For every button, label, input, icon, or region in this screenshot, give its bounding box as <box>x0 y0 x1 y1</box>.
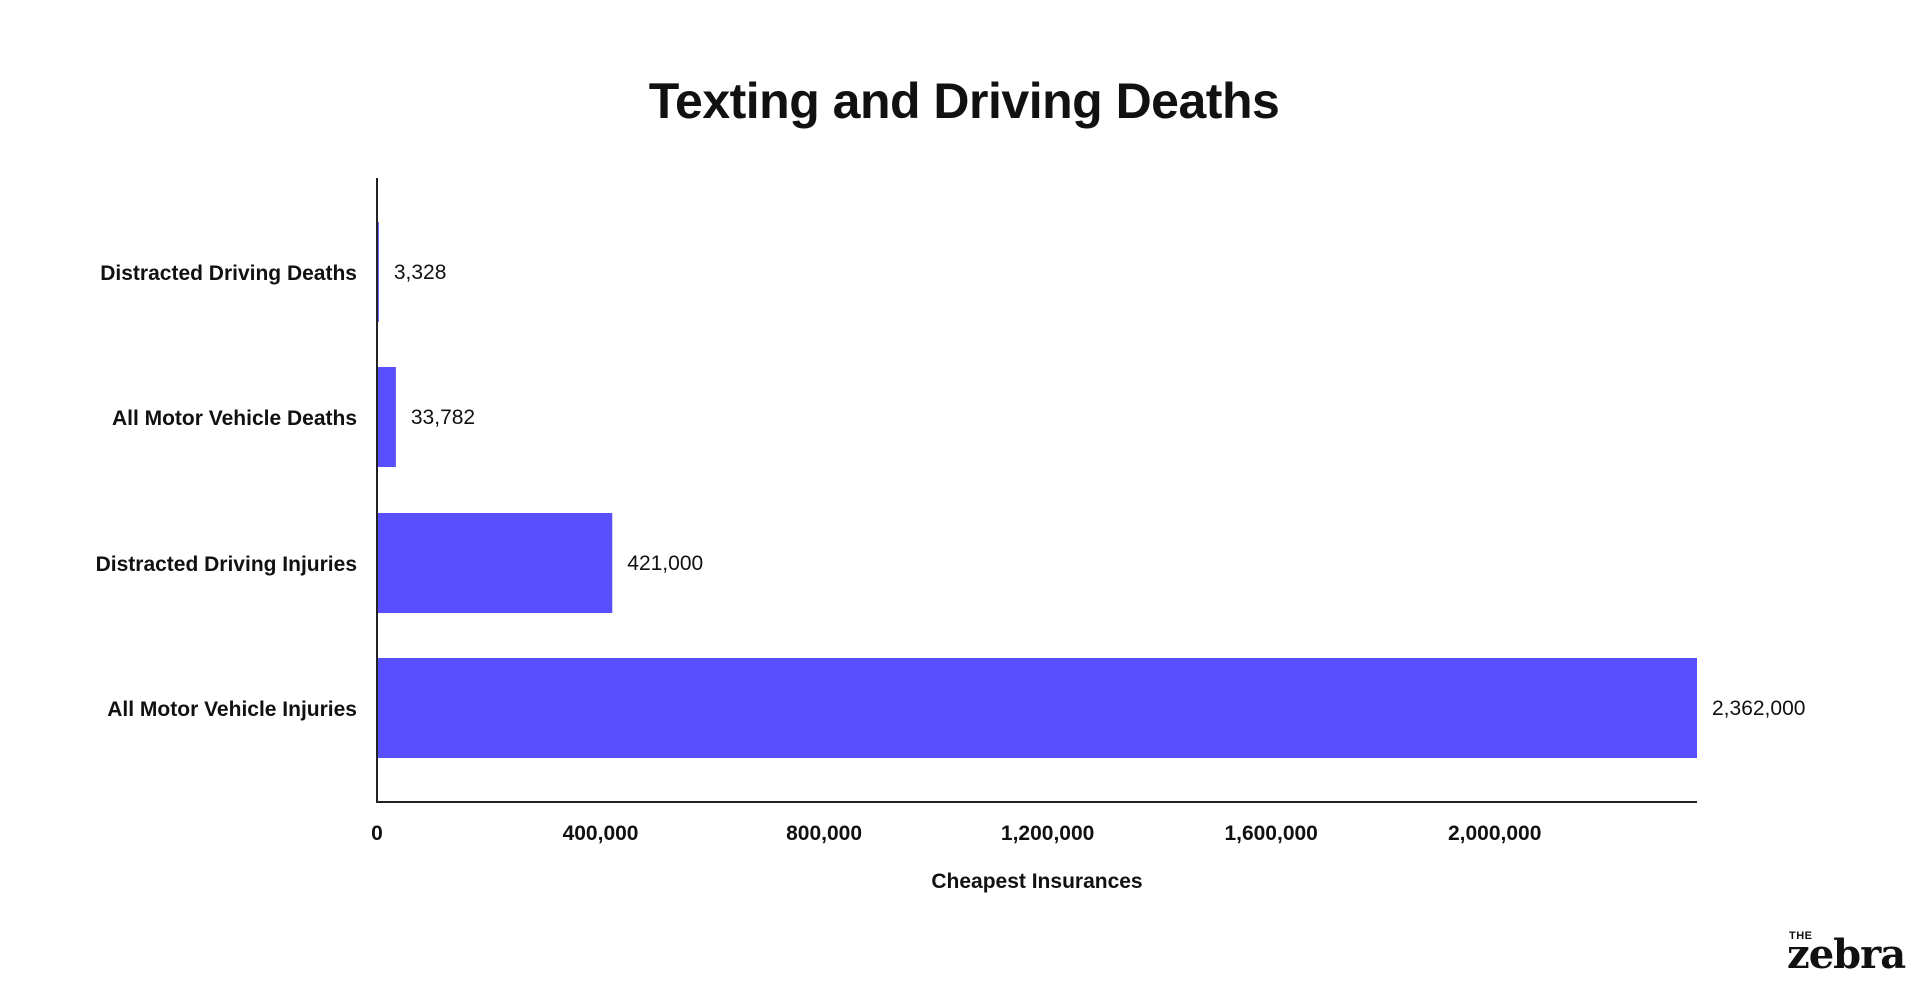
logo-wordmark: zebra <box>1787 931 1906 978</box>
x-tick-label: 0 <box>371 822 383 845</box>
x-tick-labels: 0 400,000 800,000 1,200,000 1,600,000 2,000,0… <box>371 822 1541 845</box>
category-label: Distracted Driving Deaths <box>100 262 357 285</box>
bars-layer <box>377 222 1697 758</box>
zebra-logo: THE zebra <box>1787 930 1917 980</box>
x-axis-title: Cheapest Insurances <box>931 870 1142 893</box>
category-label: All Motor Vehicle Injuries <box>107 698 357 721</box>
data-label: 33,782 <box>411 406 475 429</box>
x-tick-label: 800,000 <box>786 822 862 845</box>
x-tick-label: 2,000,000 <box>1448 822 1541 845</box>
data-labels: 3,328 33,782 421,000 2,362,000 <box>394 261 1806 720</box>
data-label: 3,328 <box>394 261 447 284</box>
category-labels: Distracted Driving Deaths All Motor Vehic… <box>96 262 357 721</box>
category-label: Distracted Driving Injuries <box>96 553 357 576</box>
bar-4 <box>377 658 1697 758</box>
data-label: 2,362,000 <box>1712 697 1805 720</box>
x-tick-label: 1,200,000 <box>1001 822 1094 845</box>
chart-title: Texting and Driving Deaths <box>648 73 1280 129</box>
x-tick-label: 1,600,000 <box>1224 822 1317 845</box>
logo-small-text: THE <box>1789 930 1813 942</box>
bar-2 <box>377 367 396 467</box>
bar-3 <box>377 513 613 613</box>
x-tick-label: 400,000 <box>563 822 639 845</box>
data-label: 421,000 <box>627 552 703 575</box>
category-label: All Motor Vehicle Deaths <box>112 407 357 430</box>
